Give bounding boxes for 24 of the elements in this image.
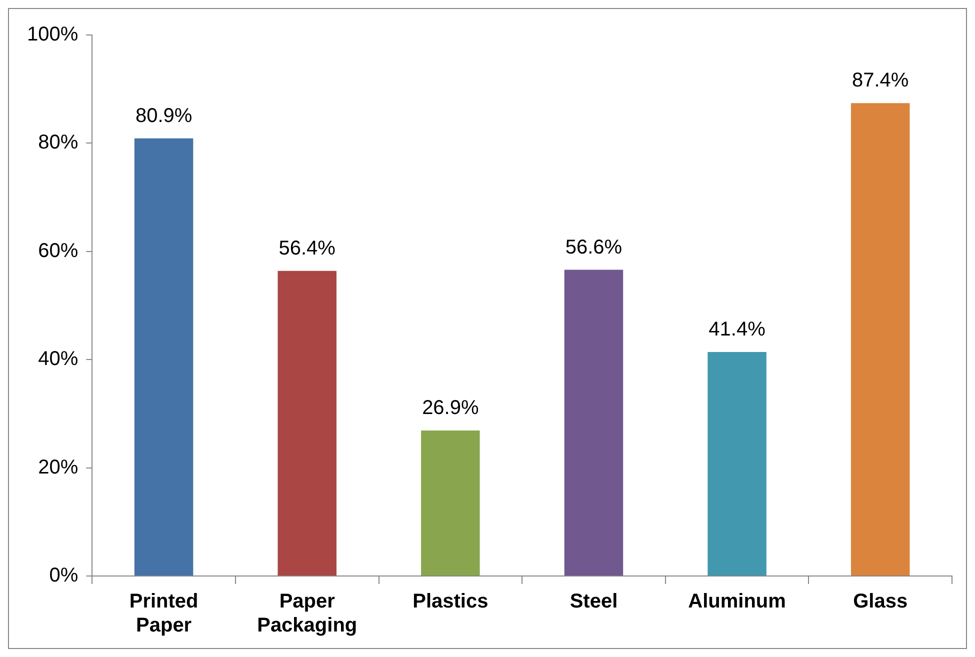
data-label: 80.9%	[135, 104, 192, 127]
y-tick-label: 40%	[38, 348, 78, 370]
y-tick-label: 60%	[38, 240, 78, 262]
bar	[850, 103, 910, 576]
data-label: 56.4%	[278, 237, 336, 260]
bar	[708, 352, 766, 576]
y-tick-label: 80%	[38, 132, 78, 154]
bar	[134, 138, 194, 576]
data-label: 41.4%	[708, 318, 766, 341]
x-tick-label: Aluminum	[688, 590, 786, 613]
x-tick-label: Printed Paper	[129, 590, 198, 637]
bar	[564, 270, 624, 576]
x-tick-label: Steel	[570, 590, 618, 613]
y-tick-label: 100%	[26, 24, 78, 46]
y-tick-label: 0%	[49, 564, 78, 587]
data-label: 26.9%	[422, 396, 479, 419]
y-tick-label: 20%	[38, 456, 78, 478]
x-tick-label: Plastics	[412, 590, 488, 613]
x-tick-label: Glass	[853, 590, 908, 613]
bar	[421, 430, 480, 576]
data-label: 87.4%	[852, 70, 909, 92]
x-tick-label: Paper Packaging	[257, 590, 358, 637]
bar	[278, 270, 336, 576]
data-label: 56.6%	[565, 236, 622, 258]
